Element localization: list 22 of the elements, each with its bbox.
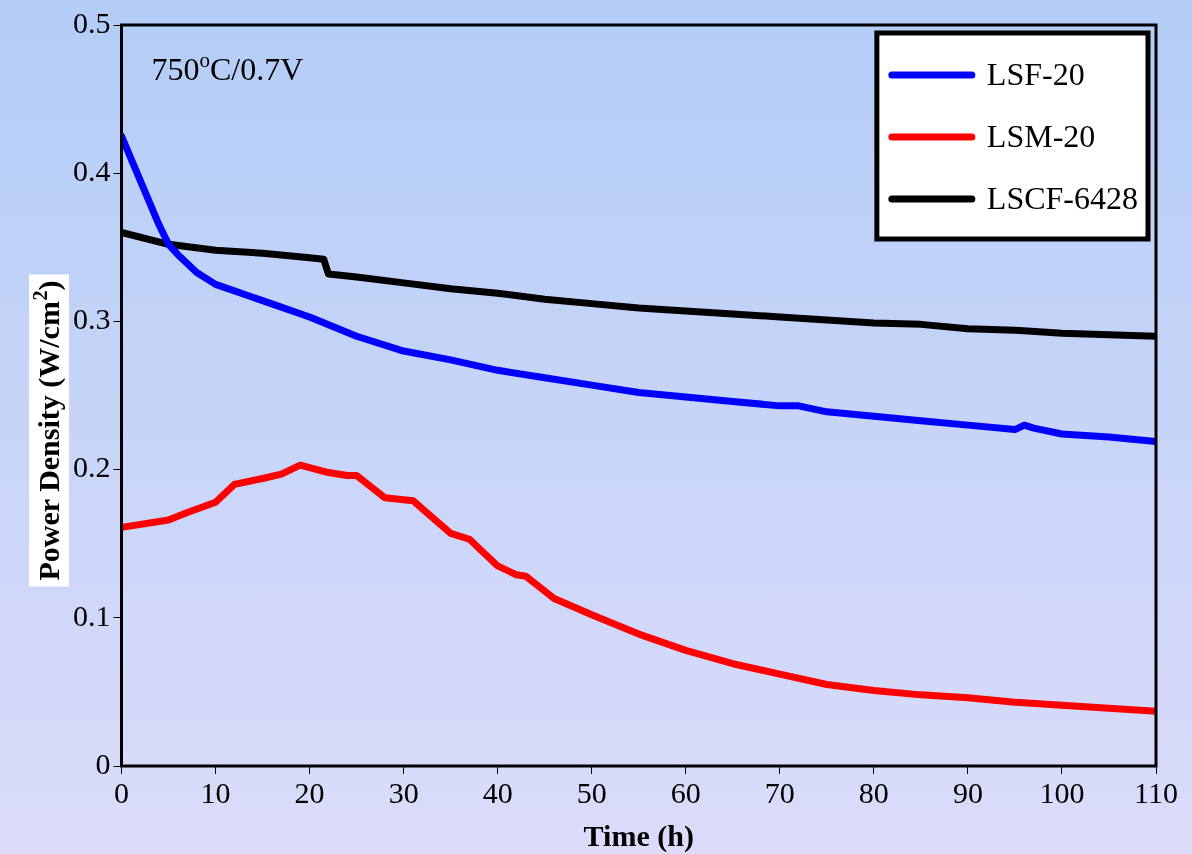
x-tick-label: 60 [670, 775, 701, 809]
legend-label: LSF-20 [986, 56, 1085, 93]
x-tick-label: 110 [1134, 775, 1178, 809]
y-tick-label: 0 [95, 746, 111, 780]
x-tick-label: 50 [576, 775, 607, 809]
x-tick-label: 20 [294, 775, 325, 809]
x-tick-label: 100 [1039, 775, 1085, 809]
x-tick-label: 80 [858, 775, 889, 809]
y-tick-label: 0.2 [73, 450, 111, 484]
x-tick-label: 10 [200, 775, 231, 809]
x-axis-title: Time (h) [583, 819, 694, 853]
x-tick-label: 90 [952, 775, 983, 809]
x-tick-label: 40 [482, 775, 513, 809]
y-axis-title: Power Density (W/cm2) [29, 280, 66, 581]
legend-label: LSM-20 [986, 118, 1096, 155]
x-tick-label: 70 [764, 775, 795, 809]
legend-label: LSCF-6428 [986, 180, 1138, 217]
y-tick-label: 0.4 [73, 154, 111, 188]
x-tick-label: 30 [388, 775, 419, 809]
y-tick-label: 0.3 [73, 302, 111, 336]
y-tick-label: 0.5 [73, 5, 111, 39]
y-tick-label: 0.1 [73, 598, 111, 632]
